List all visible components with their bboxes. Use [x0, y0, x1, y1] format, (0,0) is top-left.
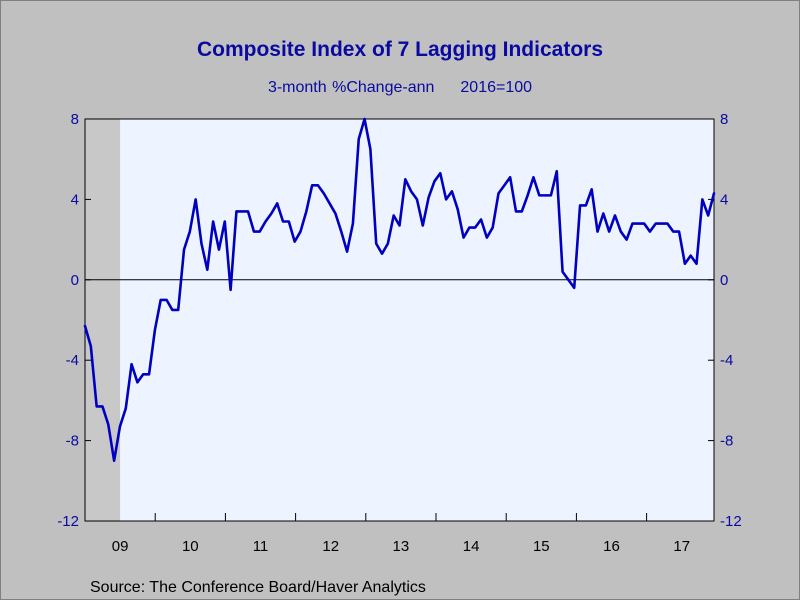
series-line — [83, 117, 716, 463]
y-tick-label-right: -4 — [720, 352, 733, 369]
x-tick-label: 11 — [253, 538, 269, 555]
chart-subtitle: 3-month %Change-ann 2016=100 — [0, 79, 800, 97]
x-tick-label: 09 — [112, 538, 129, 555]
y-tick-label-left: 0 — [71, 272, 79, 289]
x-tick-label: 16 — [603, 538, 620, 555]
y-tick-label-right: 0 — [720, 272, 728, 289]
subtitle-units: 3-month %Change-ann — [267, 79, 435, 96]
x-tick-label: 10 — [182, 538, 199, 555]
y-tick-label-left: 4 — [71, 191, 79, 208]
source-note: Source: The Conference Board/Haver Analy… — [90, 579, 426, 596]
x-tick-label: 17 — [673, 538, 690, 555]
subtitle-base-year: 2016=100 — [460, 79, 533, 96]
y-tick-label-right: -12 — [720, 513, 742, 530]
y-tick-label-left: -8 — [66, 433, 79, 450]
y-tick-label-right: 4 — [720, 191, 728, 208]
x-tick-label: 15 — [533, 538, 550, 555]
y-tick-label-left: -4 — [66, 352, 79, 369]
y-tick-label-left: 8 — [71, 111, 79, 128]
x-tick-label: 13 — [393, 538, 410, 555]
x-tick-label: 14 — [463, 538, 480, 555]
y-tick-label-right: 8 — [720, 111, 728, 128]
plot-border — [84, 118, 715, 522]
chart-title: Composite Index of 7 Lagging Indicators — [196, 38, 604, 61]
y-tick-label-left: -12 — [57, 513, 79, 530]
plot-area — [85, 119, 714, 521]
x-tick-label: 12 — [322, 538, 339, 555]
y-tick-label-right: -8 — [720, 433, 733, 450]
